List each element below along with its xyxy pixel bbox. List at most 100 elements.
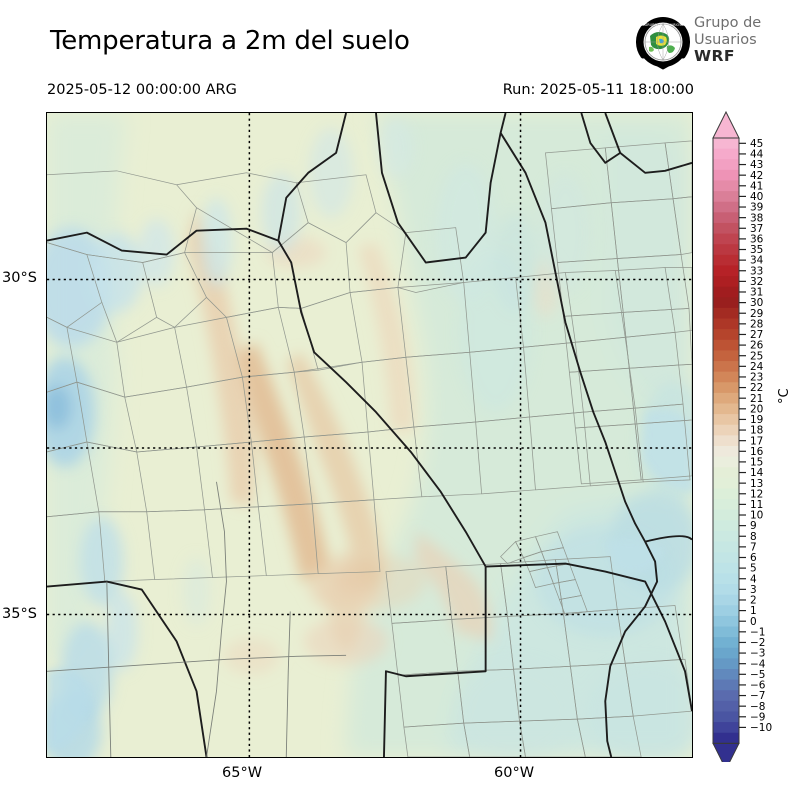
colorbar-tick-label: 32 <box>750 276 763 288</box>
colorbar-tick-label: −7 <box>750 690 765 702</box>
run-time-label: Run: 2025-05-11 18:00:00 <box>502 82 694 98</box>
colorbar-tick-label: 17 <box>750 435 763 447</box>
colorbar-cell <box>713 732 739 744</box>
water-bodies <box>47 409 692 752</box>
colorbar-tick-label: 9 <box>750 520 757 532</box>
colorbar-cell <box>713 222 739 235</box>
temperature-field <box>47 113 692 757</box>
colorbar-cell <box>713 626 739 638</box>
colorbar-cell <box>713 541 739 553</box>
colorbar-arrow-top <box>712 110 740 139</box>
colorbar-cell <box>713 637 739 649</box>
colorbar-tick-label: 36 <box>750 233 764 245</box>
colorbar-cells <box>713 138 739 744</box>
colorbar-cell <box>713 403 739 415</box>
logo-wordmark: Grupo de Usuarios WRF <box>694 15 761 65</box>
colorbar-tick-label: 22 <box>750 382 763 394</box>
colorbar-tick-label: 29 <box>750 308 763 320</box>
colorbar-tick-label: 13 <box>750 478 763 490</box>
colorbar-tick-label: 15 <box>750 457 763 469</box>
axis-label-lon-60w: 60°W <box>494 765 535 781</box>
colorbar-cell <box>713 477 739 489</box>
axis-label-lat-35s: 35°S <box>2 606 37 622</box>
colorbar-tick-label: 0 <box>750 616 757 628</box>
colorbar-tick-label: 10 <box>750 510 763 522</box>
colorbar-tick-label: 4 <box>750 573 757 585</box>
colorbar-cell <box>713 690 739 702</box>
colorbar-cell <box>713 562 739 574</box>
colorbar-tick-label: 1 <box>750 605 757 617</box>
colorbar-tick-label: 42 <box>750 170 763 182</box>
colorbar-cell <box>713 552 739 564</box>
colorbar-cell <box>713 212 739 224</box>
axis-label-lat-30s: 30°S <box>2 270 37 286</box>
colorbar-cell <box>713 679 739 691</box>
colorbar-cell <box>713 371 739 383</box>
colorbar-cell <box>713 159 739 171</box>
province-boundaries <box>47 113 692 757</box>
colorbar-tick-label: 35 <box>750 244 763 256</box>
colorbar-tick-label: 12 <box>750 488 763 500</box>
colorbar-cell <box>713 499 739 511</box>
logo-line-3: WRF <box>694 47 735 65</box>
page-title: Temperatura a 2m del suelo <box>50 26 410 56</box>
colorbar-tick-label: 25 <box>750 350 763 362</box>
colorbar-tick-label: −8 <box>750 701 765 713</box>
colorbar-cell <box>713 318 739 330</box>
colorbar-cell <box>713 467 739 479</box>
map-plot-area[interactable] <box>46 112 693 758</box>
colorbar-tick-label: 38 <box>750 212 763 224</box>
colorbar-tick-label: −4 <box>750 658 766 670</box>
colorbar-tick-label: 11 <box>750 499 763 511</box>
axis-label-lon-65w: 65°W <box>222 765 263 781</box>
colorbar-tick-label: 43 <box>750 159 763 171</box>
colorbar-svg: 4544434241403938373635343332313029282726… <box>712 110 772 762</box>
colorbar-tick-label: 2 <box>750 595 757 607</box>
colorbar-tick-label: 6 <box>750 552 757 564</box>
colorbar-cell <box>713 191 739 203</box>
colorbar-tick-label: 30 <box>750 297 763 309</box>
colorbar-cell <box>713 148 739 160</box>
colorbar-cell <box>713 350 739 362</box>
colorbar-tick-label: 45 <box>750 138 763 150</box>
colorbar-tick-label: 18 <box>750 425 763 437</box>
colorbar-cell <box>713 615 739 628</box>
colorbar-unit-label: °C <box>777 388 792 404</box>
colorbar-cell <box>713 276 739 288</box>
colorbar-tick-label: 19 <box>750 414 763 426</box>
colorbar-tick-label: 3 <box>750 584 757 596</box>
colorbar-tick-label: 28 <box>750 318 763 330</box>
colorbar-cell <box>713 669 739 681</box>
colorbar-cell <box>713 456 739 468</box>
colorbar-cell <box>713 488 739 500</box>
colorbar-tick-label: 20 <box>750 403 763 415</box>
colorbar-cell <box>713 339 739 351</box>
colorbar-tick-label: 24 <box>750 361 764 373</box>
colorbar-cell <box>713 244 739 256</box>
colorbar-tick-label: −6 <box>750 680 766 692</box>
colorbar-cell <box>713 265 739 277</box>
logo-line-2: Usuarios <box>694 31 757 48</box>
colorbar-cell <box>713 138 739 150</box>
logo-line-1: Grupo de <box>694 15 762 31</box>
colorbar-arrow-bottom <box>712 742 740 762</box>
colorbar-cell <box>713 722 739 734</box>
colorbar-cell <box>713 201 739 213</box>
colorbar-tick-label: 33 <box>750 265 763 277</box>
svg-text:GRUPO DE USUARIOS: GRUPO DE USUARIOS <box>645 23 682 27</box>
colorbar-ticks <box>739 142 746 729</box>
department-boundaries <box>47 140 692 757</box>
colorbar-tick-label: 40 <box>750 191 763 203</box>
colorbar-tick-label: 16 <box>750 446 764 458</box>
colorbar-tick-label: 27 <box>750 329 763 341</box>
colorbar-cell <box>713 658 739 670</box>
graticule <box>47 113 692 757</box>
colorbar-cell <box>713 297 739 309</box>
colorbar-tick-label: 14 <box>750 467 764 479</box>
colorbar-tick-label: 37 <box>750 223 763 235</box>
colorbar-cell <box>713 382 739 394</box>
colorbar-cell <box>713 392 739 404</box>
colorbar-cell <box>713 435 739 447</box>
colorbar-tick-label: 31 <box>750 287 763 299</box>
colorbar-tick-label: 5 <box>750 563 757 575</box>
